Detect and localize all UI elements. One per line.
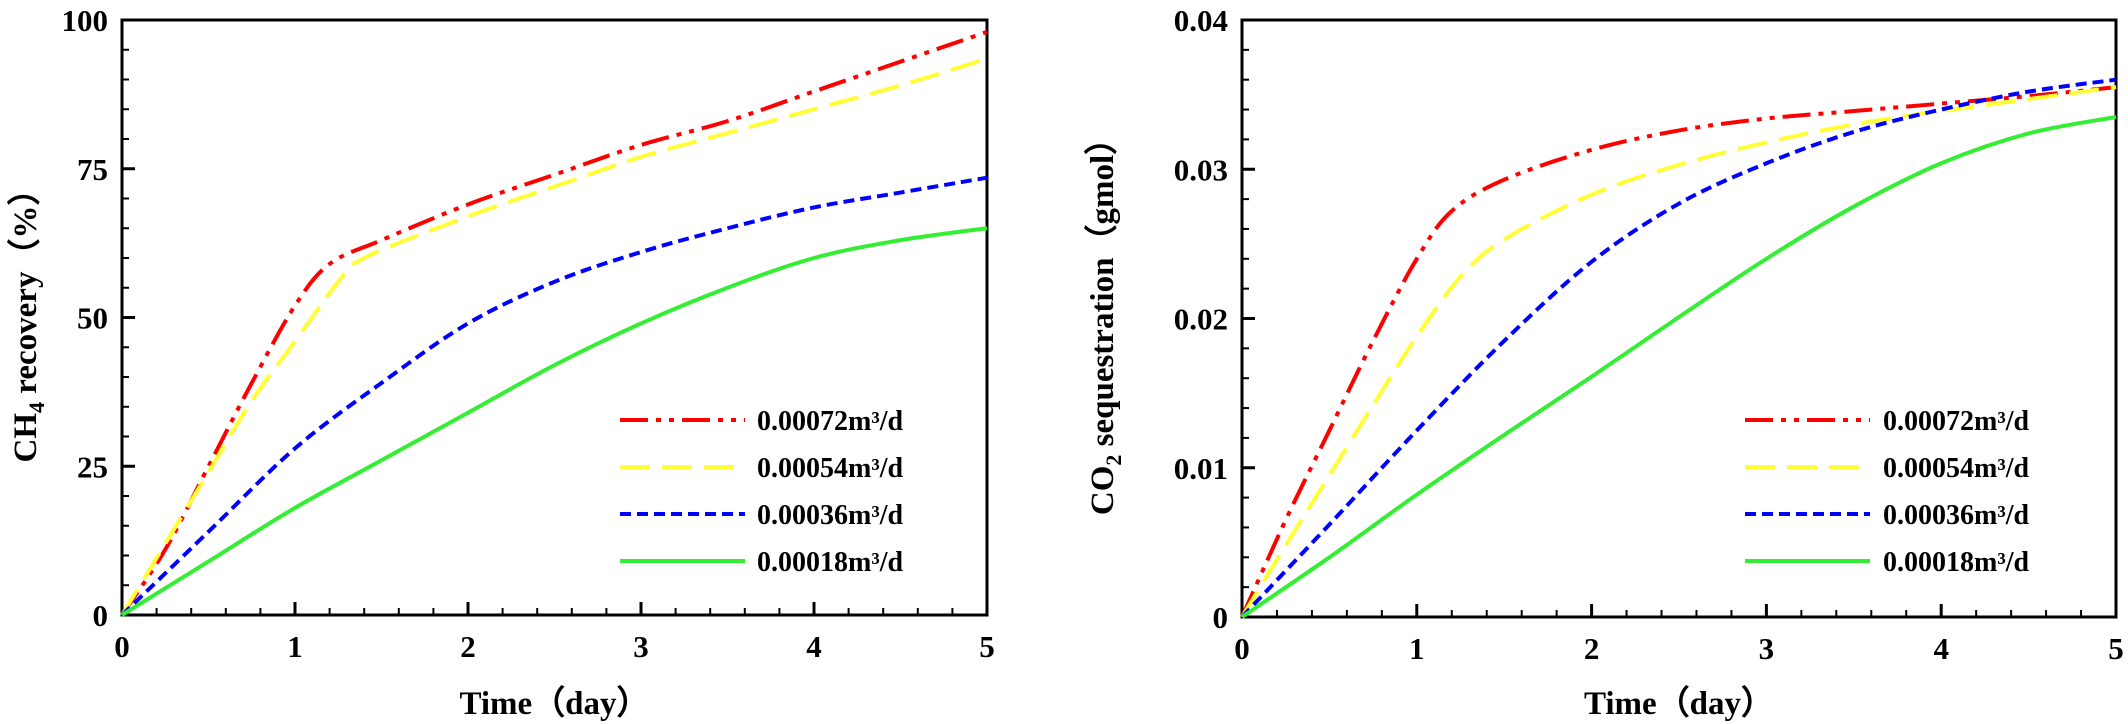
x-tick-label: 3 [633,629,649,664]
x-tick-label: 4 [1933,631,1949,666]
series-line-1 [1240,85,2117,618]
series-line-1 [120,30,988,617]
y-tick-label: 0.01 [1174,451,1228,486]
series-line-2 [120,56,988,617]
x-tick-label: 3 [1759,631,1775,666]
y-tick-label: 100 [62,3,109,38]
legend-label-4: 0.00018m³/d [1883,547,2029,578]
series-line-3 [120,175,988,617]
x-tick-label: 2 [1584,631,1600,666]
y-tick-label: 0 [93,598,109,633]
y-axis-title-rest: recovery（%） [7,173,44,402]
x-tick-label: 2 [460,629,476,664]
y-axis-title-main: CH [8,413,44,463]
x-tick-label: 1 [287,629,303,664]
legend-label-3: 0.00036m³/d [757,500,903,531]
x-tick-label: 5 [2108,631,2124,666]
y-axis-title-rest: sequestration（gmol） [1084,122,1121,455]
y-tick-label: 0.02 [1174,302,1228,337]
y-axis-title-main: CO [1085,466,1121,516]
x-tick-label: 0 [1234,631,1250,666]
x-tick-label: 0 [114,629,130,664]
y-axis-title: CO2 sequestration（gmol） [1084,122,1126,515]
y-axis-title-subscript: 4 [24,402,49,413]
y-tick-label: 0.03 [1174,152,1228,187]
legend-label-1: 0.00072m³/d [1883,406,2029,437]
y-tick-label: 75 [77,152,108,187]
x-axis-title: Time（day） [1584,685,1774,722]
series-line-4 [1240,115,2117,619]
y-tick-label: 50 [77,301,108,336]
series-line-4 [120,226,988,617]
legend-label-3: 0.00036m³/d [1883,500,2029,531]
legend-label-2: 0.00054m³/d [1883,453,2029,484]
x-axis-title: Time（day） [459,685,649,722]
x-tick-label: 1 [1409,631,1425,666]
series-line-3 [1240,77,2117,619]
y-axis-title-subscript: 2 [1101,455,1126,466]
x-tick-label: 4 [806,629,822,664]
y-tick-label: 0.04 [1174,3,1228,38]
x-tick-label: 5 [979,629,995,664]
y-tick-label: 0 [1213,600,1229,635]
legend-label-1: 0.00072m³/d [757,406,903,437]
series-line-2 [1240,85,2117,619]
y-tick-label: 25 [77,449,108,484]
legend-label-2: 0.00054m³/d [757,453,903,484]
legend-label-4: 0.00018m³/d [757,547,903,578]
y-axis-title: CH4 recovery（%） [7,173,49,463]
